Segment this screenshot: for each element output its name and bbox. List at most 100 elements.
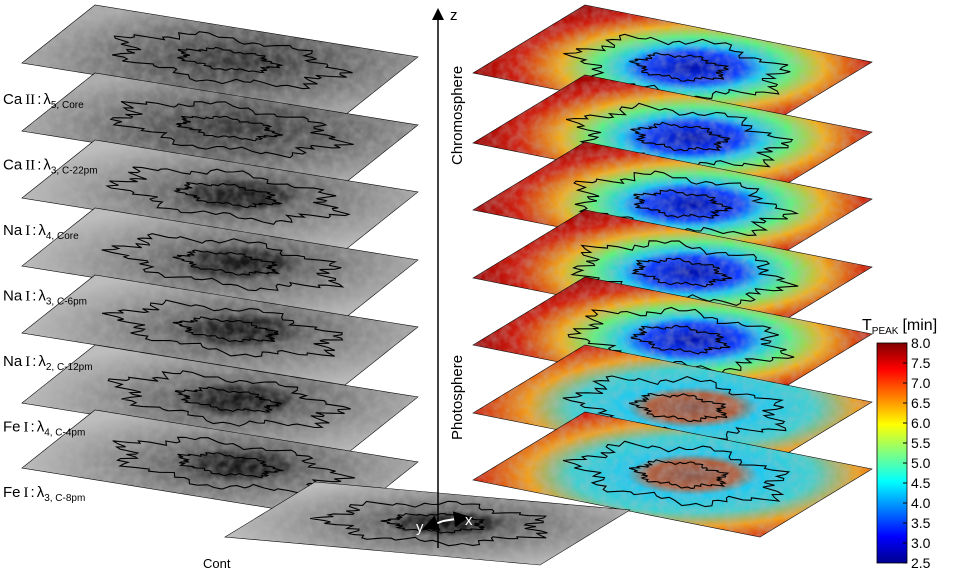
separator: : [32,288,36,305]
contour [563,33,791,100]
contour [628,393,728,423]
colorbar-tick-label: 5.5 [911,435,931,451]
wavelength-subscript: 3, C-8pm [44,493,85,504]
y-arrow [422,515,444,531]
layer-label: Fe I: λ3, C-8pm [3,484,85,504]
layer-label: Ca II: λ3, C-22pm [3,157,98,177]
contour [630,324,731,355]
ion: I [25,354,30,370]
ion: I [25,289,30,305]
colorbar-tick-label: 7.0 [911,375,931,391]
element: Ca [3,157,23,174]
colorbar-tick-label: 6.0 [911,415,931,431]
separator: : [32,353,36,370]
separator: : [31,419,35,436]
map-texture [22,73,418,183]
bottom-label: Cont [203,556,231,571]
layer-label: Na I: λ4, Core [3,222,79,242]
wavelength-subscript: 5, Core [51,100,84,111]
colorbar-tick-label: 6.5 [911,395,931,411]
ion: I [24,420,29,436]
map-texture [473,277,872,402]
contour [629,52,730,82]
wavelength-subscript: 3, C-6pm [46,297,87,308]
map-texture [22,208,418,318]
element: Na [3,288,23,305]
element: Fe [3,484,21,501]
map-texture [473,412,872,537]
colorbar-title: TPEAK [min] [862,317,937,337]
contour [109,100,354,159]
colorbar-unit: [min] [902,317,937,334]
separator: : [37,91,41,108]
colorbar-tick-label: 7.5 [911,355,931,371]
wavelength-symbol: λ [37,419,45,436]
region-label: Chromosphere [449,66,466,165]
contour [111,31,353,90]
colorbar [876,342,908,564]
colorbar-tick-label: 3.0 [911,535,931,551]
contour [101,233,345,292]
wavelength-subscript: 2, C-12pm [46,362,93,373]
z-label: z [450,7,458,24]
wavelength-symbol: λ [43,157,51,174]
contour [570,240,799,306]
wavelength-subscript: 3, C-22pm [51,166,98,177]
ion: I [24,485,29,501]
wavelength-subscript: 4, C-4pm [44,428,85,439]
separator: : [37,157,41,174]
contour [632,189,734,219]
contour [631,257,733,288]
map-texture [473,5,872,130]
contour [562,440,791,508]
map-texture [473,210,872,335]
contour [177,46,283,74]
wavelength-subscript: 4, Core [46,231,79,242]
contour [105,166,351,225]
region-label: Photosphere [449,355,466,440]
contour [101,299,344,358]
colorbar-tick-label: 5.0 [911,455,931,471]
layers [21,4,873,566]
colorbar-tick-label: 2.5 [911,555,931,571]
separator: : [31,484,35,501]
map-texture [473,75,872,200]
wavelength-symbol: λ [38,288,46,305]
map-texture [473,142,872,267]
layer-label: Fe I: λ4, C-4pm [3,419,85,439]
element: Na [3,353,23,370]
layer-label: Na I: λ3, C-6pm [3,288,87,308]
x-label: x [465,512,473,529]
element: Na [3,222,23,239]
contour [628,459,730,489]
wavelength-symbol: λ [38,353,46,370]
contour [310,500,548,547]
wavelength-symbol: λ [43,91,51,108]
colorbar-subscript: PEAK [872,326,899,337]
contour [573,170,800,236]
layer-label: Ca II: λ5, Core [3,91,84,111]
contour [177,452,284,479]
contour [172,316,279,343]
contour [174,386,282,413]
colorbar-tick-label: 4.0 [911,495,931,511]
ion: II [25,158,35,174]
map-texture [22,140,418,250]
wavelength-symbol: λ [37,484,45,501]
y-label: y [416,519,424,536]
element: Ca [3,91,23,108]
colorbar-tick-label: 4.5 [911,475,931,491]
ion: I [25,223,30,239]
contour [630,121,731,152]
contour [175,115,284,142]
element: Fe [3,419,21,436]
contour [172,249,280,276]
ion: II [25,92,35,108]
colorbar-tick-label: 8.0 [911,335,931,351]
contour [173,182,283,209]
map-texture [473,345,872,470]
map-texture [22,275,418,385]
layer-label: Na I: λ2, C-12pm [3,353,93,373]
contour [112,436,355,495]
